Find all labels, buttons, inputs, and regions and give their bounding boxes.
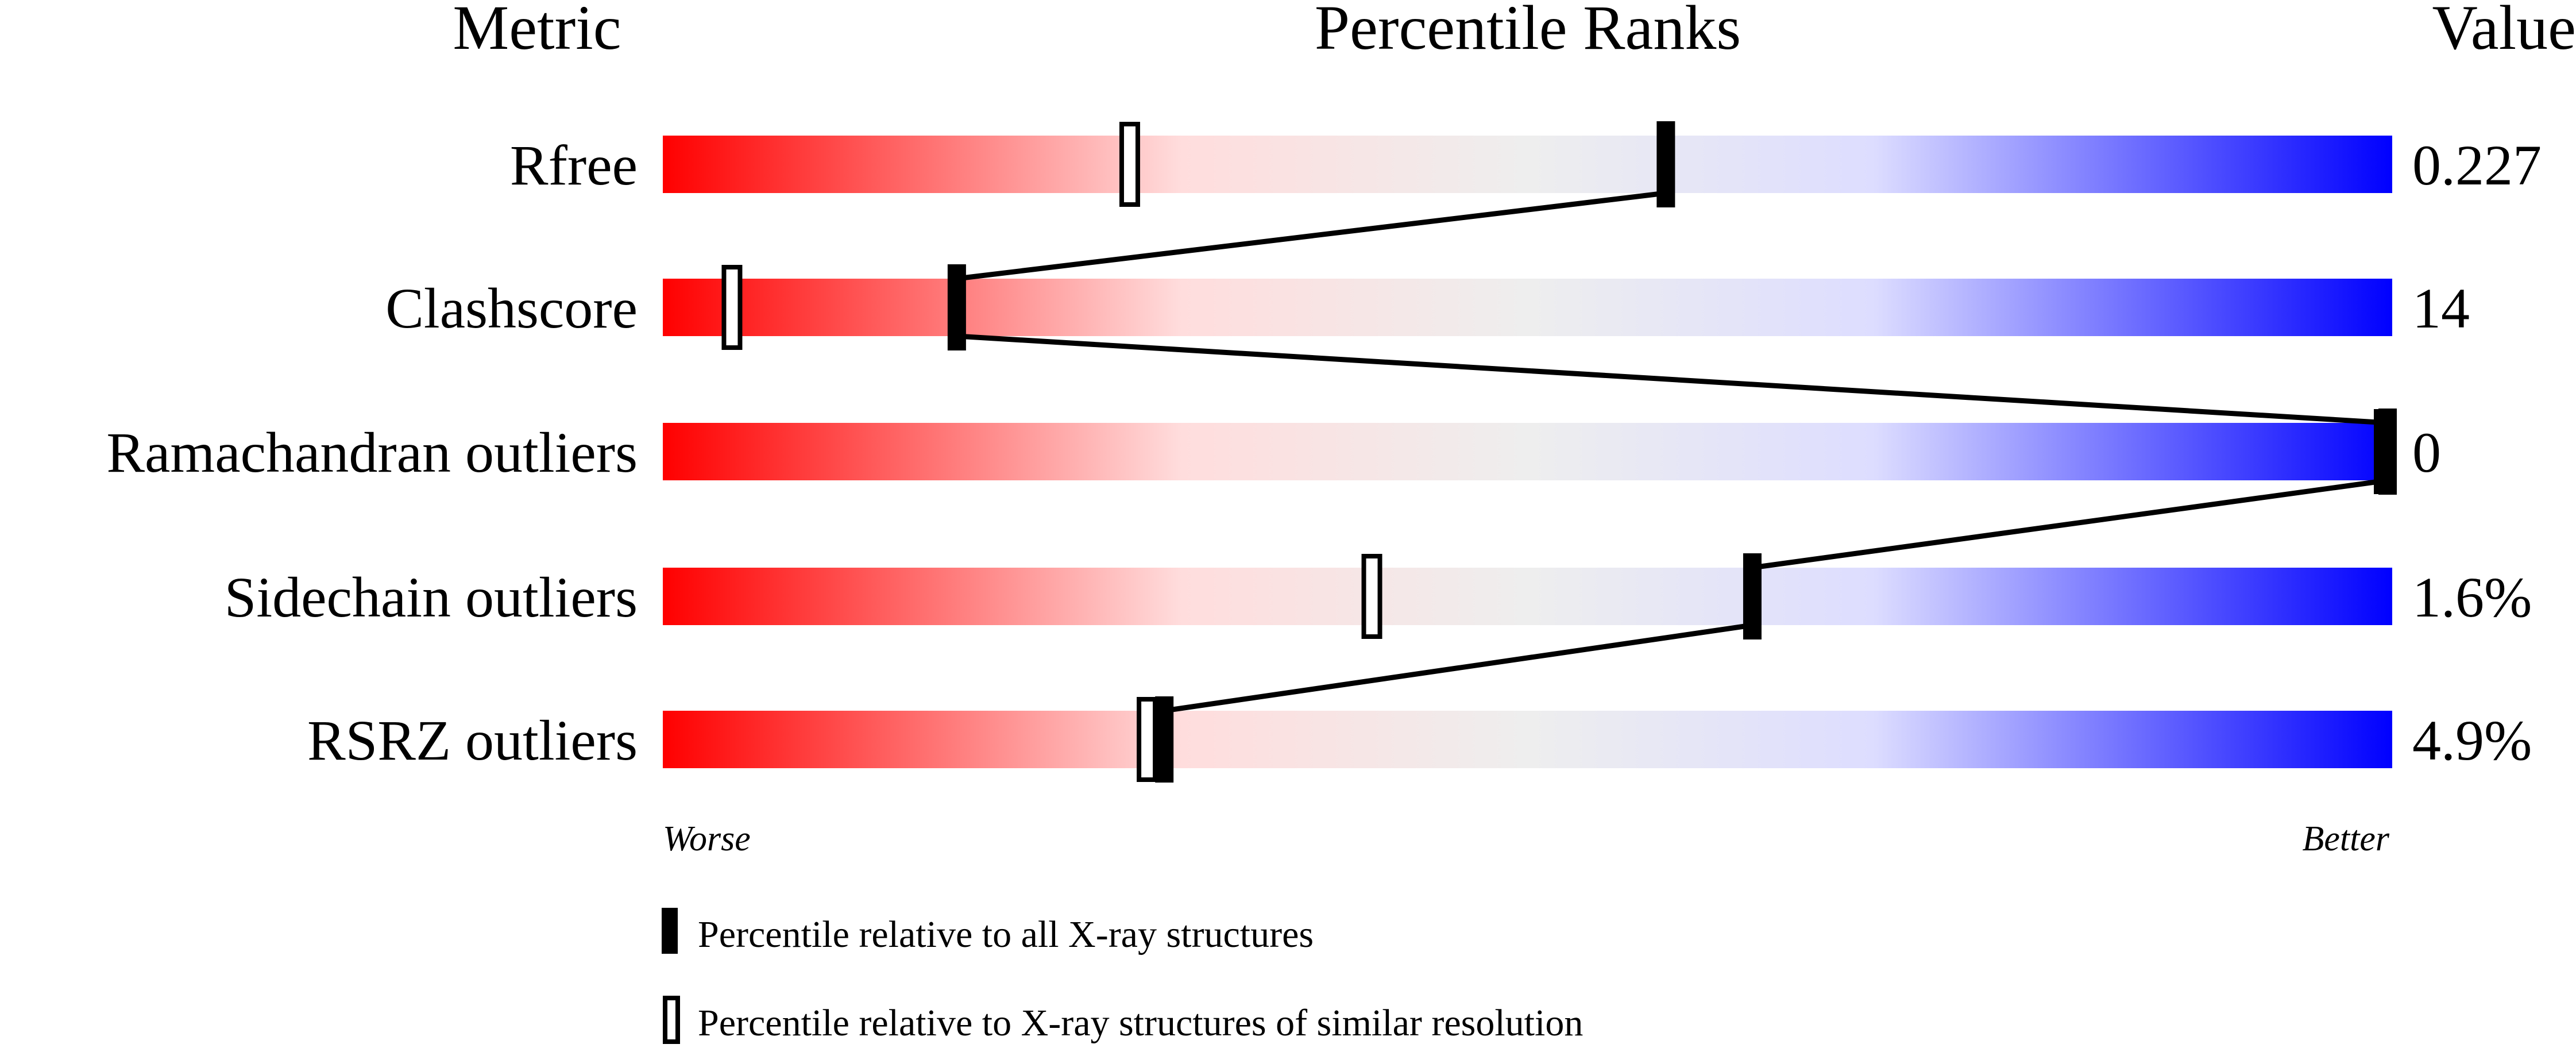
- legend-filled-marker: [662, 908, 678, 954]
- metric-label: Ramachandran outliers: [106, 421, 638, 484]
- metric-label: Sidechain outliers: [225, 565, 638, 629]
- percentile-bar: [663, 423, 2392, 480]
- connector-line: [956, 333, 2388, 426]
- metric-label: RSRZ outliers: [307, 708, 638, 772]
- connector-line: [1752, 477, 2388, 571]
- axis-label-worse: Worse: [663, 819, 751, 858]
- legend-label-similar: Percentile relative to X-ray structures …: [698, 1002, 1583, 1044]
- all-structures-marker: [947, 264, 966, 350]
- similar-resolution-marker: [1361, 554, 1382, 639]
- all-structures-marker: [2378, 409, 2397, 495]
- axis-label-better: Better: [2303, 819, 2390, 858]
- header-value: Value: [2432, 0, 2576, 63]
- connector-line: [956, 190, 1666, 282]
- metric-value: 0.227: [2412, 133, 2542, 197]
- legend-open-marker: [663, 996, 680, 1044]
- legend-label-all: Percentile relative to all X-ray structu…: [698, 914, 1314, 955]
- metric-label: Rfree: [510, 133, 638, 197]
- metric-value: 1.6%: [2412, 565, 2532, 629]
- all-structures-marker: [1155, 696, 1174, 783]
- metric-value: 14: [2412, 276, 2470, 340]
- metric-label: Clashscore: [385, 276, 638, 340]
- percentile-bar: [663, 568, 2392, 625]
- metric-value: 4.9%: [2412, 708, 2532, 772]
- header-metric: Metric: [453, 0, 621, 63]
- all-structures-marker: [1743, 553, 1762, 639]
- header-percentile-ranks: Percentile Ranks: [1315, 0, 1741, 63]
- metric-value: 0: [2412, 421, 2441, 484]
- percentile-bar: [663, 711, 2392, 768]
- all-structures-marker: [1656, 121, 1675, 207]
- similar-resolution-marker: [1119, 122, 1140, 207]
- similar-resolution-marker: [1137, 697, 1158, 782]
- connector-line: [1164, 622, 1753, 714]
- percentile-bar: [663, 136, 2392, 193]
- percentile-bar: [663, 279, 2392, 336]
- similar-resolution-marker: [721, 265, 743, 350]
